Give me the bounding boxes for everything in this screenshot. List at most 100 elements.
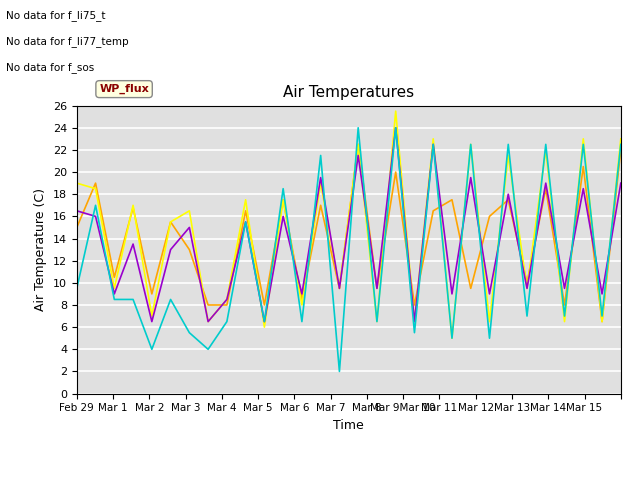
AirT [92, 180, 99, 186]
PanelTemp [111, 286, 118, 291]
PanelTemp [73, 180, 81, 186]
AirT [429, 208, 437, 214]
AM25T_PRT [73, 286, 81, 291]
X-axis label: Time: Time [333, 419, 364, 432]
PanelTemp [223, 297, 230, 302]
AM25T_PRT [317, 153, 324, 158]
AM25T_PRT [242, 219, 250, 225]
AirT [260, 302, 268, 308]
NR01_PRT [260, 319, 268, 324]
NR01_PRT [92, 214, 99, 219]
AM25T_PRT [167, 297, 175, 302]
NR01_PRT [542, 180, 550, 186]
AM25T_PRT [467, 142, 475, 147]
NR01_PRT [355, 153, 362, 158]
Text: WP_flux: WP_flux [99, 84, 149, 94]
Title: Air Temperatures: Air Temperatures [284, 85, 414, 100]
PanelTemp [92, 186, 99, 192]
Text: No data for f_li75_t: No data for f_li75_t [6, 10, 106, 21]
NR01_PRT [448, 291, 456, 297]
AirT [617, 147, 625, 153]
AirT [373, 286, 381, 291]
AirT [204, 302, 212, 308]
AirT [279, 197, 287, 203]
AM25T_PRT [486, 336, 493, 341]
NR01_PRT [392, 125, 399, 131]
AirT [186, 247, 193, 252]
AirT [129, 204, 137, 210]
PanelTemp [242, 197, 250, 203]
AirT [523, 280, 531, 286]
AM25T_PRT [355, 125, 362, 131]
AM25T_PRT [373, 319, 381, 324]
PanelTemp [504, 153, 512, 158]
AirT [411, 302, 419, 308]
PanelTemp [129, 203, 137, 208]
AirT [317, 203, 324, 208]
NR01_PRT [298, 291, 306, 297]
NR01_PRT [486, 291, 493, 297]
NR01_PRT [335, 286, 343, 291]
Line: AM25T_PRT: AM25T_PRT [77, 128, 621, 372]
AM25T_PRT [448, 336, 456, 341]
AirT [392, 169, 399, 175]
NR01_PRT [223, 297, 230, 302]
NR01_PRT [467, 175, 475, 180]
NR01_PRT [504, 192, 512, 197]
Line: AirT: AirT [77, 144, 621, 322]
AirT [223, 302, 230, 308]
NR01_PRT [242, 219, 250, 225]
AM25T_PRT [429, 142, 437, 147]
PanelTemp [373, 319, 381, 324]
PanelTemp [186, 208, 193, 214]
AirT [467, 286, 475, 291]
PanelTemp [448, 336, 456, 341]
AirT [167, 219, 175, 225]
PanelTemp [392, 108, 399, 114]
AM25T_PRT [335, 369, 343, 374]
AirT [355, 142, 362, 147]
AirT [148, 291, 156, 297]
NR01_PRT [561, 286, 568, 291]
PanelTemp [148, 313, 156, 319]
PanelTemp [542, 147, 550, 153]
AM25T_PRT [204, 347, 212, 352]
Line: PanelTemp: PanelTemp [77, 111, 621, 338]
PanelTemp [429, 136, 437, 142]
Text: No data for f_li77_temp: No data for f_li77_temp [6, 36, 129, 47]
AM25T_PRT [561, 313, 568, 319]
AirT [73, 225, 81, 230]
NR01_PRT [111, 291, 118, 297]
PanelTemp [411, 319, 419, 324]
AM25T_PRT [148, 347, 156, 352]
NR01_PRT [73, 208, 81, 214]
AirT [504, 197, 512, 203]
PanelTemp [355, 142, 362, 147]
AM25T_PRT [186, 330, 193, 336]
PanelTemp [579, 136, 587, 142]
NR01_PRT [579, 186, 587, 192]
PanelTemp [598, 319, 606, 324]
AM25T_PRT [279, 186, 287, 192]
NR01_PRT [598, 291, 606, 297]
AirT [298, 297, 306, 302]
AM25T_PRT [579, 142, 587, 147]
Text: No data for f_sos: No data for f_sos [6, 62, 95, 73]
AirT [111, 275, 118, 280]
AirT [579, 164, 587, 169]
AM25T_PRT [411, 330, 419, 336]
AirT [486, 214, 493, 219]
PanelTemp [279, 197, 287, 203]
AirT [335, 286, 343, 291]
NR01_PRT [373, 286, 381, 291]
AM25T_PRT [92, 203, 99, 208]
PanelTemp [260, 324, 268, 330]
AM25T_PRT [523, 313, 531, 319]
NR01_PRT [204, 319, 212, 324]
AM25T_PRT [598, 313, 606, 319]
NR01_PRT [617, 180, 625, 186]
PanelTemp [486, 319, 493, 324]
PanelTemp [617, 136, 625, 142]
PanelTemp [335, 286, 343, 291]
PanelTemp [298, 302, 306, 308]
